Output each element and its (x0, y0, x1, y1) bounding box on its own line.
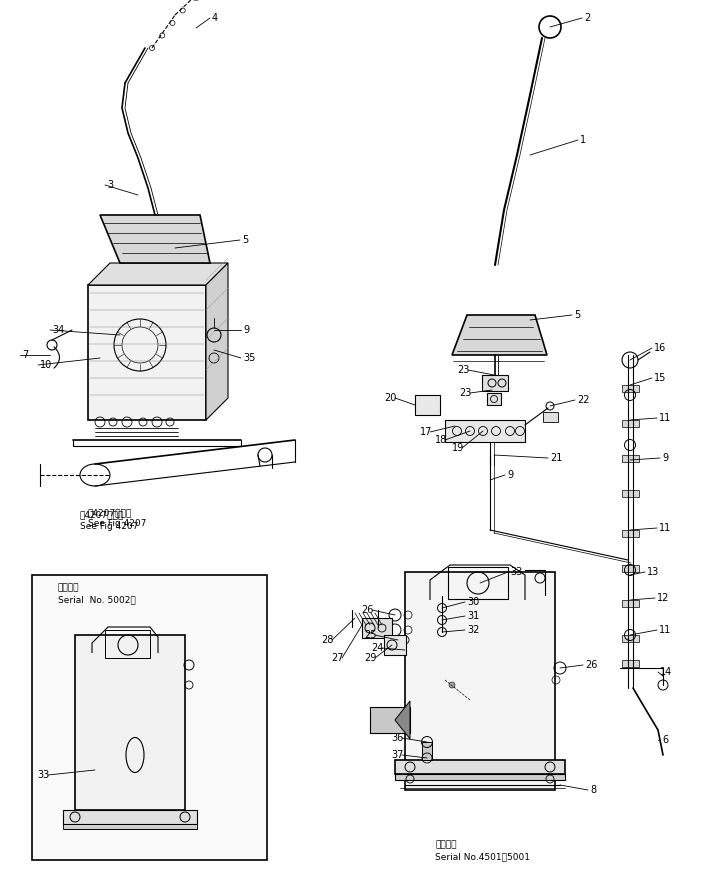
Bar (362, 618, 392, 638)
Text: 9: 9 (243, 325, 249, 335)
Text: 10: 10 (40, 360, 52, 370)
Text: See Fig 4207: See Fig 4207 (80, 522, 138, 531)
Text: Serial No.4501－5001: Serial No.4501－5001 (435, 852, 530, 861)
Polygon shape (452, 315, 547, 355)
Bar (622, 385, 639, 392)
Text: 26: 26 (585, 660, 598, 670)
Text: 23: 23 (460, 388, 472, 398)
Bar (622, 530, 639, 537)
Text: 15: 15 (654, 373, 666, 383)
Text: 3: 3 (107, 180, 113, 190)
Text: 7: 7 (22, 350, 28, 360)
Bar (622, 660, 639, 667)
Text: 36: 36 (392, 733, 404, 743)
Text: 29: 29 (365, 653, 377, 663)
Text: 5: 5 (574, 310, 580, 320)
Polygon shape (88, 263, 228, 285)
Polygon shape (100, 215, 210, 263)
Bar (395, 760, 565, 774)
Text: 16: 16 (654, 343, 666, 353)
Bar (622, 635, 639, 642)
Text: 19: 19 (452, 443, 464, 453)
Bar (422, 742, 432, 760)
Text: 適用号機: 適用号機 (435, 840, 456, 849)
Bar (622, 455, 639, 462)
Bar (622, 600, 639, 607)
Text: 33: 33 (510, 567, 522, 577)
Text: 8: 8 (590, 785, 596, 795)
Text: 28: 28 (322, 635, 334, 645)
Polygon shape (88, 285, 206, 420)
Text: 26: 26 (361, 605, 374, 615)
Text: 32: 32 (467, 625, 479, 635)
Bar (445, 420, 525, 442)
Text: 9: 9 (507, 470, 513, 480)
Bar (63, 810, 197, 824)
Text: 4: 4 (212, 13, 218, 23)
Text: 18: 18 (434, 435, 447, 445)
Text: See Fig 4207: See Fig 4207 (88, 519, 146, 528)
Bar (105, 630, 150, 658)
Bar (395, 774, 565, 780)
Polygon shape (395, 701, 410, 739)
Bar (405, 572, 555, 790)
Text: 22: 22 (577, 395, 590, 405)
Bar (384, 635, 406, 655)
Text: 31: 31 (467, 611, 479, 621)
Bar (75, 635, 185, 810)
Text: Serial  No. 5002～: Serial No. 5002～ (58, 595, 136, 604)
Text: 適用号機: 適用号機 (58, 583, 79, 592)
Text: 21: 21 (550, 453, 562, 463)
Text: 14: 14 (660, 667, 672, 677)
Bar (622, 565, 639, 572)
Text: 13: 13 (647, 567, 659, 577)
Text: 12: 12 (657, 593, 669, 603)
Text: 11: 11 (659, 413, 671, 423)
Bar (622, 490, 639, 497)
Text: 25: 25 (364, 630, 377, 640)
Text: 27: 27 (332, 653, 344, 663)
Bar (487, 393, 501, 405)
Bar (63, 824, 197, 829)
Text: 20: 20 (385, 393, 397, 403)
Text: 5: 5 (242, 235, 248, 245)
Text: 33: 33 (38, 770, 50, 780)
Bar (370, 707, 410, 733)
Text: 30: 30 (467, 597, 479, 607)
Polygon shape (206, 263, 228, 420)
Text: 17: 17 (420, 427, 432, 437)
Text: 24: 24 (372, 643, 384, 653)
Text: 6: 6 (662, 735, 668, 745)
Text: 35: 35 (243, 353, 255, 363)
Bar (32, 575, 267, 860)
Circle shape (449, 682, 455, 688)
Text: 第4207図参照: 第4207図参照 (88, 508, 132, 517)
Text: 34: 34 (52, 325, 64, 335)
Text: 第4207図参照: 第4207図参照 (80, 510, 124, 519)
Text: 9: 9 (662, 453, 668, 463)
Text: 23: 23 (458, 365, 470, 375)
Bar (448, 567, 508, 599)
Text: 2: 2 (584, 13, 591, 23)
Bar (415, 395, 440, 415)
Text: 11: 11 (659, 523, 671, 533)
Bar (482, 375, 508, 391)
Bar (543, 412, 558, 422)
Text: 1: 1 (580, 135, 586, 145)
Text: 37: 37 (392, 750, 404, 760)
Text: 11: 11 (659, 625, 671, 635)
Bar (622, 420, 639, 427)
